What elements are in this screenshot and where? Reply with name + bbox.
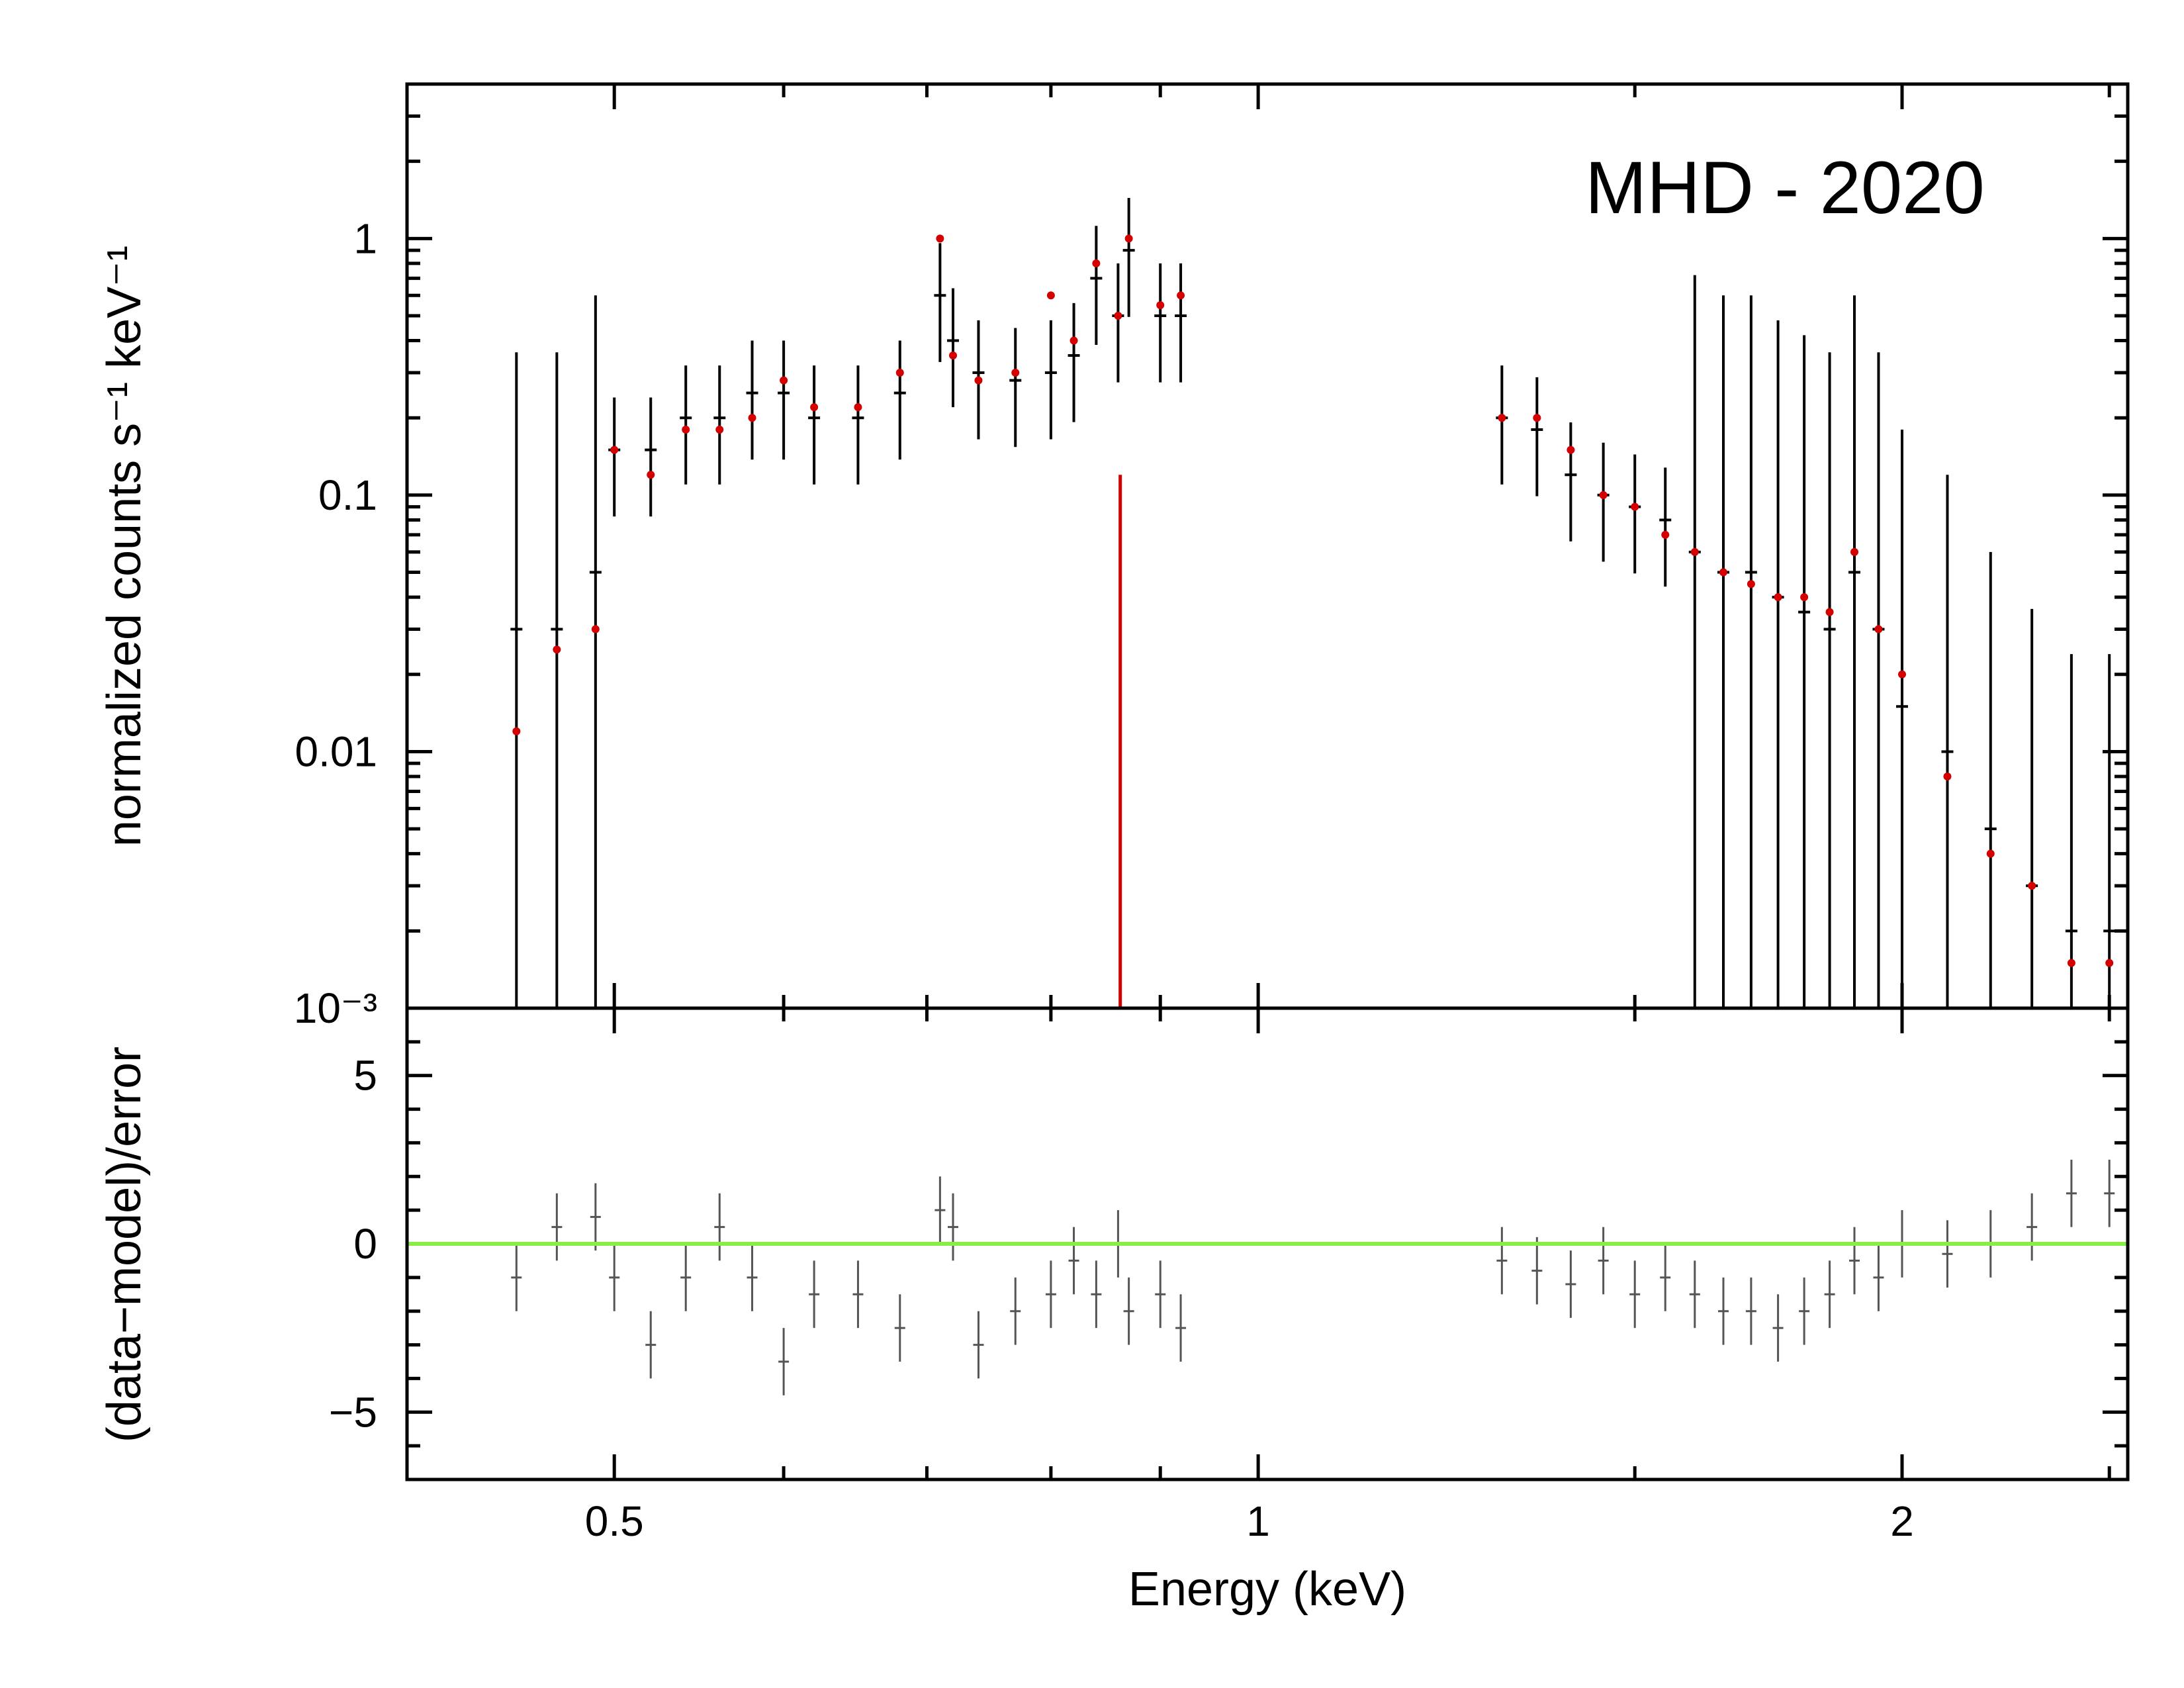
model-point <box>1747 580 1755 588</box>
model-point <box>1774 593 1782 602</box>
spectrum-panel: 1 0.1 0.01 10⁻³ MHD - 2020 normalized count… <box>98 82 2130 1032</box>
y-tick-label: 0 <box>353 1220 377 1268</box>
model-point <box>1825 608 1834 616</box>
model-point <box>1874 625 1883 633</box>
model-point <box>1599 491 1608 499</box>
spectrum-data-series <box>510 197 2116 1008</box>
residuals-panel: 5 0 −5 0.5 1 2 (data−model)/error Energy (ke… <box>98 1006 2130 1616</box>
x-tick-labels: 0.5 1 2 <box>585 1497 1914 1545</box>
model-point <box>647 471 655 479</box>
model-point <box>895 368 904 377</box>
y-tick-label: 0.1 <box>318 471 377 519</box>
model-point <box>1690 547 1699 556</box>
model-point <box>974 376 983 385</box>
model-point <box>2105 959 2114 967</box>
model-point <box>715 425 724 434</box>
model-point <box>936 234 944 243</box>
model-point <box>2067 959 2075 967</box>
model-point <box>854 403 862 412</box>
residuals-axis-ticks <box>405 1008 2128 1479</box>
residuals-frame <box>405 1006 2130 1481</box>
model-point <box>2028 882 2036 890</box>
x-axis-title: Energy (keV) <box>1128 1563 1406 1616</box>
model-point <box>1800 593 1809 602</box>
model-point <box>1943 773 1952 781</box>
x-tick-label: 1 <box>1246 1497 1270 1545</box>
model-point <box>1177 291 1185 300</box>
model-point <box>1498 414 1506 422</box>
model-point <box>1986 849 1995 858</box>
model-point <box>1661 530 1670 539</box>
model-point <box>1156 301 1165 309</box>
model-point <box>1092 259 1101 267</box>
model-point <box>553 645 561 654</box>
model-point <box>1719 568 1727 577</box>
spectrum-y-tick-labels: 1 0.1 0.01 10⁻³ <box>294 214 377 1032</box>
model-point <box>1898 670 1907 679</box>
model-point <box>1046 291 1055 300</box>
spectrum-model-series <box>512 234 2114 967</box>
model-point <box>1069 336 1078 345</box>
model-point <box>1533 414 1541 422</box>
model-point <box>949 352 958 360</box>
model-point <box>780 376 788 385</box>
model-point <box>810 403 819 412</box>
model-point <box>1124 234 1133 243</box>
y-tick-label: 10⁻³ <box>294 984 377 1032</box>
model-point <box>1114 311 1122 320</box>
residuals-y-axis-title: (data−model)/error <box>98 1047 151 1442</box>
model-point <box>1850 547 1859 556</box>
model-point <box>748 414 756 422</box>
x-tick-label: 2 <box>1890 1497 1914 1545</box>
model-point <box>591 625 600 633</box>
residuals-y-tick-labels: 5 0 −5 <box>329 1052 377 1436</box>
model-point <box>1011 368 1020 377</box>
model-point <box>1567 445 1575 454</box>
model-point <box>682 425 690 434</box>
x-tick-label: 0.5 <box>585 1497 644 1545</box>
spectrum-y-axis-title: normalized counts s⁻¹ keV⁻¹ <box>98 246 151 847</box>
y-tick-label: 0.01 <box>295 727 377 775</box>
model-point <box>1631 502 1639 511</box>
y-tick-label: 5 <box>353 1052 377 1100</box>
y-tick-label: −5 <box>329 1388 377 1436</box>
figure-annotation: MHD - 2020 <box>1585 146 1985 229</box>
y-tick-label: 1 <box>353 214 377 262</box>
model-point <box>512 727 521 735</box>
model-point <box>610 445 619 454</box>
